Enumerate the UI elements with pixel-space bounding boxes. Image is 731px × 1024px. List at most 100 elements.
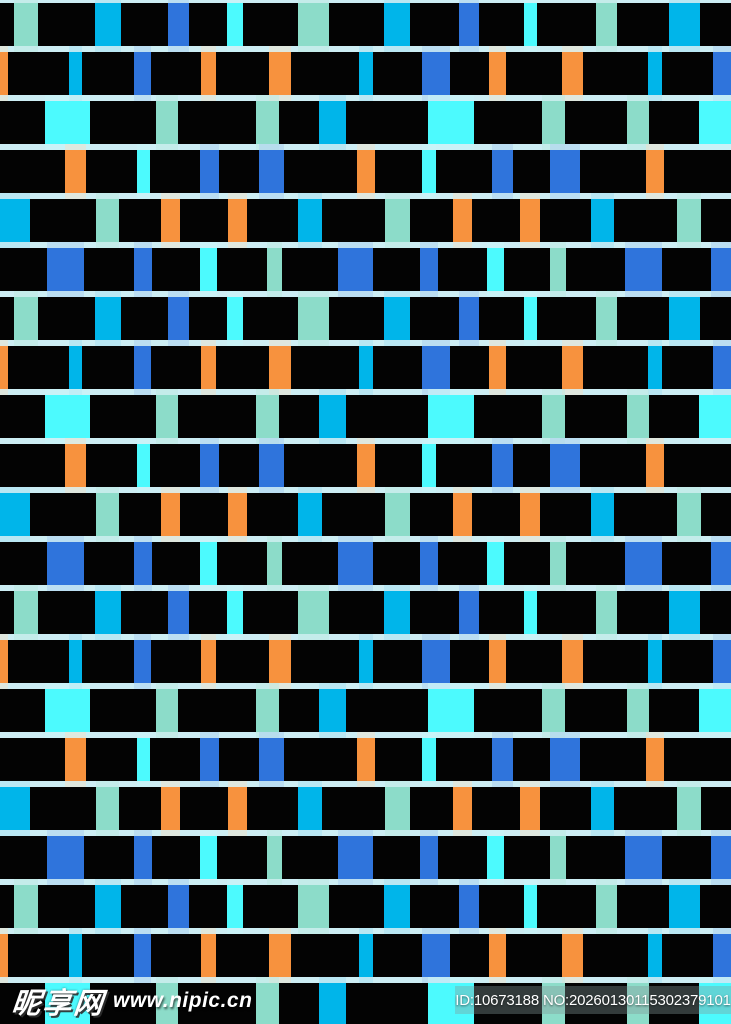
black-block: [373, 836, 420, 879]
black-block: [84, 836, 134, 879]
cyan-block: [359, 934, 373, 977]
separator-tint: [669, 634, 700, 640]
separator-tint: [201, 46, 216, 52]
separator-tint: [648, 389, 662, 395]
teal-block: [542, 101, 565, 144]
cyan-block: [69, 640, 82, 683]
separator-tint: [646, 487, 664, 493]
black-block: [580, 150, 646, 193]
brightcyan-block: [487, 248, 504, 291]
separator-tint: [134, 879, 152, 885]
black-block: [662, 248, 711, 291]
blue-block: [713, 934, 731, 977]
cyan-block: [648, 52, 662, 95]
separator-tint: [267, 536, 282, 542]
separator-tint: [669, 879, 700, 885]
cyan-block: [319, 101, 346, 144]
orange-block: [562, 934, 583, 977]
separator-tint: [357, 781, 375, 787]
orange-block: [489, 346, 506, 389]
separator-tint: [134, 340, 151, 346]
black-block: [537, 591, 596, 634]
separator-tint: [524, 634, 537, 640]
separator-tint: [200, 585, 217, 591]
separator-tint: [227, 291, 243, 297]
black-block: [373, 640, 422, 683]
black-block: [580, 738, 646, 781]
separator-tint: [625, 291, 662, 297]
separator-tint: [200, 879, 217, 885]
separator-tint: [156, 95, 178, 101]
separator-tint: [269, 928, 291, 934]
black-block: [474, 101, 542, 144]
black-block: [219, 444, 259, 487]
orange-block: [520, 493, 540, 536]
separator-tint: [648, 95, 662, 101]
separator-tint: [677, 487, 701, 493]
black-block: [664, 444, 731, 487]
separator-tint: [259, 193, 284, 199]
orange-block: [201, 52, 216, 95]
separator-tint: [0, 781, 30, 787]
separator-tint: [385, 536, 410, 542]
teal-block: [156, 689, 178, 732]
cyan-block: [384, 297, 410, 340]
separator-tint: [646, 193, 664, 199]
separator-tint: [65, 732, 86, 738]
separator-tint: [524, 340, 537, 346]
black-block: [701, 787, 731, 830]
brightcyan-block: [524, 3, 537, 46]
separator-tint: [69, 928, 82, 934]
blue-block: [134, 542, 152, 585]
teal-block: [677, 493, 701, 536]
teal-block: [550, 836, 566, 879]
black-block: [86, 738, 137, 781]
separator-tint: [168, 634, 189, 640]
separator-tint: [45, 683, 90, 689]
separator-tint: [489, 634, 506, 640]
separator-tint: [596, 291, 617, 297]
black-block: [243, 3, 298, 46]
orange-block: [201, 346, 216, 389]
orange-block: [65, 738, 86, 781]
black-block: [180, 199, 228, 242]
separator-tint: [0, 46, 8, 52]
cyan-block: [669, 885, 700, 928]
separator-tint: [420, 536, 438, 542]
black-block: [662, 934, 713, 977]
separator-tint: [47, 536, 84, 542]
separator-tint: [200, 830, 217, 836]
black-block: [540, 493, 591, 536]
separator-tint: [677, 242, 701, 248]
black-block: [178, 689, 256, 732]
orange-block: [228, 199, 247, 242]
black-block: [30, 199, 96, 242]
black-block: [8, 640, 69, 683]
site-url-text: www.nipic.cn: [113, 989, 253, 1012]
blue-block: [168, 297, 189, 340]
separator-tint: [65, 781, 86, 787]
separator-tint: [596, 46, 617, 52]
separator-tint: [259, 144, 284, 150]
black-block: [0, 689, 45, 732]
black-block: [565, 395, 627, 438]
blue-block: [259, 738, 284, 781]
separator-tint: [134, 977, 151, 983]
separator-tint: [453, 193, 472, 199]
teal-block: [627, 689, 649, 732]
cyan-block: [95, 297, 121, 340]
separator-tint: [384, 585, 410, 591]
separator-tint: [200, 487, 219, 493]
separator-tint: [168, 585, 189, 591]
black-block: [410, 3, 459, 46]
black-block: [583, 934, 648, 977]
separator-tint: [168, 879, 189, 885]
separator-tint: [459, 928, 479, 934]
black-block: [410, 297, 459, 340]
separator-tint: [591, 536, 614, 542]
black-block: [438, 542, 487, 585]
separator-tint: [137, 193, 150, 199]
separator-tint: [489, 389, 506, 395]
black-block: [284, 444, 357, 487]
blue-block: [711, 836, 731, 879]
